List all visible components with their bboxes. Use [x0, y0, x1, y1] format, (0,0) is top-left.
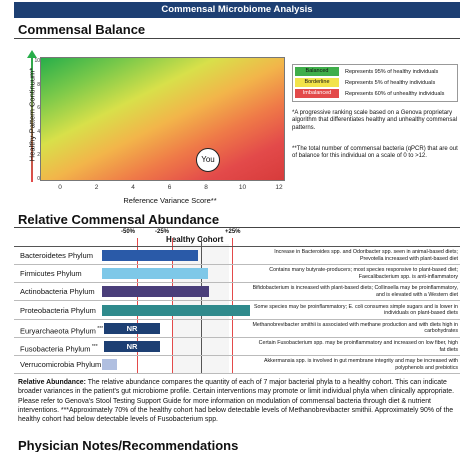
y-tick-label: 4	[37, 128, 40, 135]
y-tick-label: 6	[37, 105, 40, 111]
y-tick-label: 10	[34, 58, 40, 64]
x-tick-label: 6	[167, 184, 172, 191]
x-tick-label: 2	[94, 184, 99, 191]
phylum-description: Methanobrevibacter smithii is associated…	[252, 321, 458, 335]
phylum-footnote-marker: ***	[90, 344, 98, 350]
scale-label-minus50: -50%	[121, 229, 136, 235]
phylum-description: Contains many butyrate-producers; most s…	[269, 267, 458, 280]
abundance-row: Bacteroidetes Phylum Increase in Bacteroi…	[14, 247, 460, 265]
balance-heatmap: You	[40, 57, 285, 181]
phylum-description: Some species may be proinflammatory; E. …	[253, 303, 458, 317]
abundance-row: Fusobacteria Phylum *** NR Certain Fusobac…	[14, 338, 460, 356]
not-reported-badge: NR	[104, 341, 160, 352]
x-tick-label: 0	[58, 184, 62, 191]
y-tick-label: 2	[37, 152, 40, 158]
report-banner: Commensal Microbiome Analysis	[14, 2, 460, 18]
abundance-row: Verrucomicrobia Phylum Akkermansia spp. i…	[14, 356, 460, 375]
legend-row-borderline: Borderline Represents 5% of healthy indi…	[295, 78, 455, 88]
phylum-description: Akkermansia spp. is involved in gut memb…	[263, 358, 458, 371]
abundance-row: Firmicutes Phylum Contains many butyrate-…	[14, 265, 460, 284]
variance-note: **The total number of commensal bacteria…	[292, 146, 458, 160]
phylum-name: Fusobacteria Phylum ***	[20, 344, 98, 354]
legend-desc: Represents 5% of healthy individuals	[345, 80, 436, 86]
scale-label-plus25: +25%	[225, 229, 241, 235]
x-tick-label: 8	[204, 184, 208, 191]
legend-desc: Represents 95% of healthy individuals	[345, 69, 439, 75]
phylum-description: Bifidobacterium is increased with plant-…	[252, 285, 458, 298]
legend-row-imbalanced: Imbalanced Represents 60% of unhealthy i…	[295, 89, 455, 99]
physician-notes-title: Physician Notes/Recommendations	[18, 438, 239, 452]
y-axis-arrow-shaft	[31, 56, 33, 182]
phylum-description: Increase in Bacteroides spp. and Odoriba…	[274, 249, 458, 262]
abundance-bar	[102, 304, 250, 316]
abundance-row: Euryarchaeota Phylum *** NR Methanobreviba…	[14, 320, 460, 338]
x-tick-label: 4	[131, 184, 135, 191]
abundance-footnote: Relative Abundance: The relative abundan…	[18, 378, 458, 424]
phylum-name: Bacteroidetes Phylum	[20, 251, 93, 260]
y-axis-arrow-icon	[27, 50, 37, 58]
abundance-bar	[102, 359, 117, 371]
y-tick-label: 8	[37, 81, 40, 88]
phylum-name: Firmicutes Phylum	[20, 269, 82, 279]
you-marker: You	[196, 148, 220, 172]
scale-label-minus25: -25%	[155, 229, 170, 235]
commensal-balance-title: Commensal Balance	[18, 22, 146, 37]
ranking-note: *A progressive ranking scale based on a …	[292, 110, 457, 131]
section-divider	[14, 227, 460, 228]
not-reported-badge: NR	[104, 322, 160, 334]
section-divider	[14, 38, 460, 39]
abundance-row: Proteobacteria Phylum Some species may be…	[14, 302, 460, 320]
abundance-bar	[102, 250, 199, 261]
abundance-table: Bacteroidetes Phylum Increase in Bacteroi…	[14, 246, 460, 375]
x-tick-label: 10	[238, 184, 247, 191]
footnote-text: The relative abundance compares the quan…	[18, 379, 455, 424]
x-axis-label: Reference Variance Score**	[123, 196, 217, 205]
phylum-name: Verrucomicrobia Phylum	[20, 360, 102, 370]
abundance-bar	[102, 286, 210, 298]
phylum-description: Certain Fusobacterium spp. may be proinf…	[258, 340, 458, 353]
y-tick-label: 0	[37, 175, 40, 182]
phylum-footnote-marker: ***	[95, 325, 104, 332]
balance-legend: Balanced Represents 95% of healthy indiv…	[292, 64, 458, 102]
abundance-bar	[102, 268, 208, 280]
phylum-name: Euryarchaeota Phylum ***	[20, 325, 104, 336]
legend-desc: Represents 60% of unhealthy individuals	[345, 91, 445, 97]
legend-swatch: Imbalanced	[295, 89, 339, 98]
healthy-cohort-label: Healthy Cohort	[166, 235, 224, 244]
legend-swatch: Balanced	[295, 67, 339, 76]
legend-swatch: Borderline	[295, 78, 339, 87]
phylum-name: Proteobacteria Phylum	[20, 305, 96, 315]
relative-abundance-title: Relative Commensal Abundance	[18, 212, 220, 227]
phylum-name: Actinobacteria Phylum	[20, 287, 95, 297]
footnote-heading: Relative Abundance:	[18, 379, 86, 386]
x-tick-label: 12	[275, 184, 283, 191]
legend-row-balanced: Balanced Represents 95% of healthy indiv…	[295, 67, 455, 77]
abundance-row: Actinobacteria Phylum Bifidobacterium is …	[14, 283, 460, 302]
